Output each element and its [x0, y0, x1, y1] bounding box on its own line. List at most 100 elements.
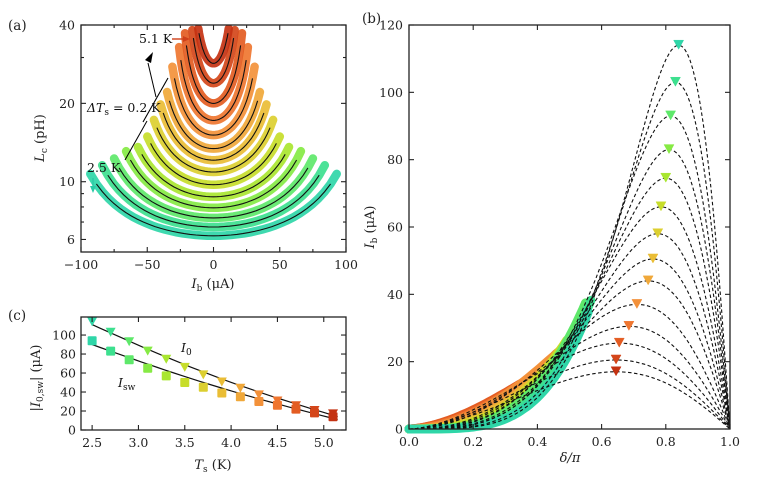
- fit-curve-4.3K: [409, 303, 731, 430]
- panel-a-ticks: −100 −50 0 50 100 6 10 20 40: [59, 18, 358, 273]
- panel-b-ylabel-sub: b: [370, 237, 380, 243]
- isw-marker-4.1K: [235, 392, 245, 402]
- fit-curve-4.7K: [408, 342, 731, 430]
- peak-marker-2.9K: [665, 110, 677, 121]
- panel-a-ylabel-sub: c: [40, 148, 50, 153]
- delta-T-arrow-line: [142, 77, 169, 123]
- peak-marker-4.1K: [642, 275, 654, 286]
- panel-b-ylabel: Ib (μA): [363, 205, 380, 249]
- panel-b: (b) 0.0 0.2 0.4 0.6 0.8 1.0 0 20 40 60 80 100 120 δ/…: [362, 11, 740, 466]
- y-tick-label: 120: [379, 18, 403, 33]
- isw-marker-2.5K: [87, 336, 97, 346]
- fit-line-2.7K: [107, 174, 320, 228]
- panel-c-xlabel-unit: (K): [208, 458, 232, 473]
- fit-line-4.7K: [185, 45, 242, 104]
- fit-curve-4.1K: [409, 280, 731, 430]
- panel-c-label: (c): [8, 308, 26, 324]
- fit-curve-4.5K: [408, 325, 731, 430]
- panel-c-plot-area: [87, 317, 339, 422]
- panel-b-peaks: [610, 39, 685, 377]
- x-tick-label: 100: [334, 257, 358, 272]
- i0-marker-3.5K: [179, 362, 190, 372]
- label-Isw: Isw: [117, 375, 136, 393]
- i0-marker-3.7K: [198, 370, 209, 380]
- peak-marker-4.3K: [631, 299, 643, 309]
- x-tick-label: 0.8: [656, 434, 676, 449]
- panel-b-ylabel-symbol: I: [363, 243, 378, 250]
- fit-line-2.9K: [118, 167, 309, 219]
- arrow-head-icon: [90, 186, 96, 193]
- fit-line-3.3K: [141, 154, 286, 198]
- peak-marker-5.1K: [610, 366, 622, 377]
- i0-marker-2.7K: [105, 327, 116, 337]
- i0-marker-4.7K: [290, 401, 301, 411]
- y-tick-label: 40: [59, 18, 75, 33]
- label-Isw-sub: sw: [123, 383, 136, 393]
- panel-b-ticks: 0.0 0.2 0.4 0.6 0.8 1.0 0 20 40 60 80 100 120: [379, 18, 740, 450]
- peak-marker-4.5K: [623, 321, 635, 331]
- x-tick-label: 4.5: [267, 435, 287, 450]
- fit-curve-3.9K: [409, 258, 731, 430]
- panel-c: (c) 2.5 3.0 3.5 4.0 4.5 5.0 0 20 40 60 80 100 Ts (K…: [8, 308, 347, 475]
- panel-a-series-group: [86, 25, 341, 241]
- fit-curve-3.7K: [409, 233, 731, 430]
- y-tick-label: 60: [60, 366, 76, 381]
- panel-a-xlabel-sub: b: [197, 284, 203, 294]
- y-tick-label: 10: [59, 174, 75, 189]
- y-tick-label: 80: [60, 347, 76, 362]
- fit-curve-3.5K: [409, 206, 731, 430]
- panel-c-xlabel-sub: s: [203, 465, 208, 475]
- fit-line-3.7K: [156, 127, 271, 173]
- peak-marker-4.9K: [610, 354, 622, 365]
- fit-curve-5.1K: [408, 371, 731, 430]
- panel-b-bands: [404, 295, 596, 434]
- label-I0: I0: [180, 340, 192, 358]
- y-tick-label: 80: [387, 152, 403, 167]
- fit-line-3.9K: [162, 112, 265, 161]
- annotation-delta-T-value: = 0.2 K: [109, 100, 161, 115]
- y-tick-label: 100: [379, 85, 403, 100]
- panel-b-ylabel-unit: (μA): [363, 205, 378, 237]
- panel-a-xlabel-unit: (μA): [202, 277, 234, 292]
- panel-b-frame: [408, 24, 731, 430]
- isw-marker-3.9K: [217, 388, 227, 398]
- fit-curve-4.9K: [408, 359, 731, 430]
- annotation-2-5K: 2.5 K: [87, 160, 121, 175]
- y-tick-label: 60: [387, 220, 403, 235]
- peak-marker-3.5K: [655, 201, 667, 212]
- panel-b-fits: [408, 44, 731, 430]
- panel-b-xlabel: δ/π: [560, 451, 581, 466]
- label-I0-sub: 0: [186, 348, 192, 358]
- fit-line-4.9K: [192, 38, 235, 84]
- label-Isw-symbol: I: [117, 375, 124, 390]
- i0-marker-3.3K: [161, 354, 172, 364]
- x-tick-label: 50: [272, 257, 288, 272]
- peak-marker-2.7K: [670, 76, 681, 87]
- isw-marker-4.3K: [254, 397, 264, 407]
- panel-a-ylabel-unit: (pH): [33, 114, 48, 148]
- panel-a-label: (a): [8, 18, 27, 34]
- y-tick-label: 20: [60, 404, 76, 419]
- peak-marker-4.7K: [613, 337, 625, 348]
- fit-curve-2.5K: [409, 44, 731, 430]
- i0-marker-4.9K: [309, 406, 320, 416]
- fit-line-4.3K: [173, 78, 254, 136]
- y-tick-label: 0: [395, 422, 403, 437]
- fit-curve-2.7K: [409, 81, 731, 430]
- panel-a-ylabel: Lc (pH): [33, 114, 50, 163]
- y-tick-label: 6: [67, 232, 75, 247]
- y-tick-label: 20: [387, 354, 403, 369]
- x-tick-label: 0: [210, 257, 218, 272]
- i0-marker-3.1K: [142, 346, 153, 356]
- peak-marker-2.5K: [673, 39, 685, 50]
- y-tick-label: 20: [59, 96, 75, 111]
- panel-c-ylabel: |I0,sw| (μA): [29, 345, 46, 412]
- i0-marker-4.5K: [272, 396, 283, 406]
- i0-marker-4.3K: [253, 390, 264, 400]
- panel-a: (a) −100 −50 0 50 100 6 10 20 40 Ib (μA) Lc (pH)…: [8, 18, 358, 295]
- panel-c-ticks: 2.5 3.0 3.5 4.0 4.5 5.0 0 20 40 60 80 100: [52, 317, 346, 450]
- x-tick-label: 0.0: [399, 434, 419, 449]
- label-I0-symbol: I: [180, 340, 187, 355]
- y-tick-label: 40: [60, 385, 76, 400]
